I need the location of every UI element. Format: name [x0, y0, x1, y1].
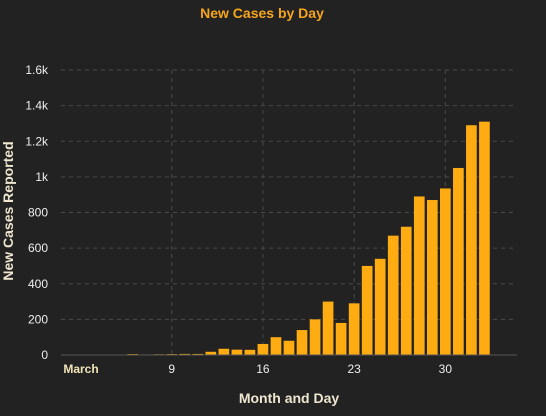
bar[interactable] [205, 351, 217, 355]
y-tick-label: 600 [28, 241, 48, 255]
bar[interactable] [231, 349, 243, 355]
bar[interactable] [466, 125, 477, 355]
y-tick-label: 1.2k [25, 134, 49, 148]
y-tick-label: 1.6k [25, 63, 49, 77]
x-tick-label: 9 [168, 362, 175, 376]
bar[interactable] [440, 188, 451, 355]
x-tick-label: 30 [439, 362, 453, 376]
y-axis-title: New Cases Reported [0, 141, 16, 280]
bar[interactable] [374, 258, 386, 355]
bar[interactable] [322, 301, 334, 355]
y-tick-label: 200 [28, 312, 48, 326]
bars [101, 121, 490, 355]
bar[interactable] [400, 226, 412, 355]
x-tick-label: March [63, 362, 98, 376]
y-tick-label: 1.4k [25, 99, 49, 113]
x-tick-label: 16 [256, 362, 270, 376]
bar[interactable] [296, 330, 308, 355]
bar[interactable] [335, 322, 347, 355]
y-tick-label: 1k [35, 170, 49, 184]
bar[interactable] [309, 319, 321, 355]
bar[interactable] [426, 200, 438, 355]
grid-lines [61, 69, 517, 355]
bar[interactable] [218, 348, 230, 355]
x-tick-label: 23 [347, 362, 361, 376]
bar[interactable] [179, 353, 191, 355]
bar[interactable] [479, 121, 490, 355]
bar[interactable] [283, 340, 295, 355]
bar[interactable] [453, 167, 464, 355]
bar[interactable] [270, 337, 282, 355]
bar[interactable] [192, 353, 204, 355]
y-tick-label: 400 [28, 277, 48, 291]
bar[interactable] [413, 196, 425, 355]
bar[interactable] [387, 235, 399, 355]
bar[interactable] [348, 303, 360, 355]
x-axis-title: Month and Day [239, 390, 340, 406]
y-tick-label: 800 [28, 206, 48, 220]
bar[interactable] [257, 343, 269, 355]
chart-title: New Cases by Day [200, 5, 324, 21]
bar[interactable] [361, 265, 373, 355]
y-tick-label: 0 [41, 348, 48, 362]
bar[interactable] [244, 349, 256, 355]
axes: 0 200 400 600 800 1k 1.2k 1.4k 1.6k March 9 16 23 30 [25, 63, 517, 376]
